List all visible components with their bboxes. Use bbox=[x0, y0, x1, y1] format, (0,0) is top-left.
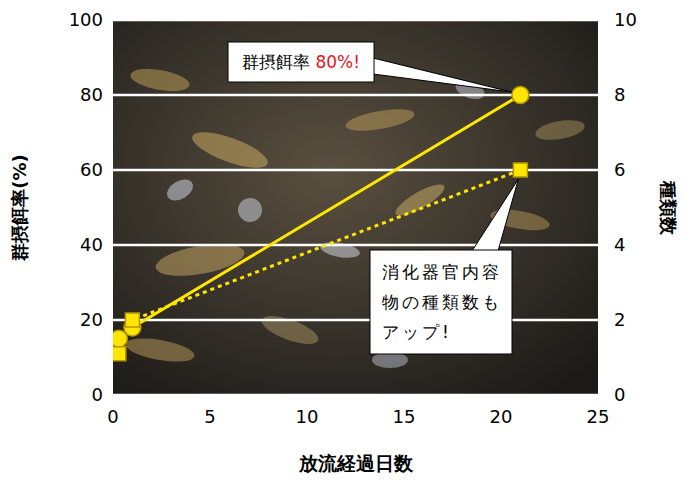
photo-texture bbox=[163, 175, 196, 205]
annotation-line: アップ! bbox=[382, 322, 452, 342]
callout-box bbox=[370, 250, 512, 354]
annotation-text: 消化器官内容物の種類数もアップ! bbox=[382, 262, 502, 342]
photo-texture bbox=[129, 65, 192, 95]
y2-tick-label: 10 bbox=[614, 9, 637, 30]
y2-axis-title: 種類数 bbox=[658, 180, 679, 236]
data-point bbox=[513, 163, 527, 177]
series-line bbox=[119, 170, 521, 354]
callout-tail bbox=[472, 179, 518, 251]
series-line bbox=[119, 95, 521, 339]
y-axis-title: 群摂餌率(%) bbox=[9, 154, 30, 262]
grid-line bbox=[113, 20, 598, 21]
y2-tick-label: 8 bbox=[614, 84, 625, 105]
callout-box bbox=[228, 42, 374, 82]
x-tick-label: 20 bbox=[490, 406, 513, 427]
annotation-line: 消化器官内容 bbox=[382, 262, 502, 282]
grid-line bbox=[113, 394, 598, 395]
callout-tail bbox=[373, 58, 511, 92]
y-tick-label: 0 bbox=[92, 384, 103, 405]
annotation-part: 80%! bbox=[315, 52, 360, 72]
y-tick-label: 80 bbox=[80, 84, 103, 105]
photo bbox=[113, 20, 598, 395]
x-tick-label: 5 bbox=[204, 406, 215, 427]
callout: 消化器官内容物の種類数もアップ! bbox=[370, 179, 518, 354]
y-tick-label: 40 bbox=[80, 234, 103, 255]
photo-texture bbox=[124, 334, 196, 366]
x-tick-label: 25 bbox=[587, 406, 610, 427]
marker-layer bbox=[113, 87, 529, 361]
data-point bbox=[512, 87, 529, 104]
y-tick-label: 20 bbox=[80, 309, 103, 330]
photo-ground bbox=[113, 20, 598, 395]
photo-texture bbox=[319, 240, 361, 261]
data-point bbox=[113, 347, 126, 361]
y2-tick-label: 4 bbox=[614, 234, 625, 255]
y-tick-label: 100 bbox=[69, 9, 103, 30]
y2-tick-label: 2 bbox=[614, 309, 625, 330]
x-tick-label: 0 bbox=[107, 406, 118, 427]
annotation-text: 群摂餌率 80%! bbox=[242, 52, 360, 72]
photo-texture bbox=[534, 117, 586, 143]
data-layer bbox=[119, 95, 521, 354]
data-point bbox=[125, 313, 139, 327]
callout: 群摂餌率 80%! bbox=[228, 42, 511, 92]
photo-texture bbox=[392, 179, 448, 221]
x-tick-label: 10 bbox=[296, 406, 319, 427]
photo-texture bbox=[258, 310, 321, 349]
photo-texture bbox=[188, 125, 271, 175]
photo-texture bbox=[344, 105, 416, 135]
grid-line bbox=[113, 244, 598, 247]
y2-tick-label: 6 bbox=[614, 159, 625, 180]
photo-texture bbox=[235, 195, 266, 226]
chart: 02040608010002468100510152025放流経過日数群摂餌率(… bbox=[0, 0, 687, 485]
grid-line bbox=[113, 319, 598, 322]
annotation-line: 物の種類数も bbox=[382, 292, 502, 312]
annotations: 群摂餌率 80%! 消化器官内容物の種類数もアップ! bbox=[228, 42, 518, 354]
x-axis-title: 放流経過日数 bbox=[298, 452, 414, 474]
y-tick-label: 60 bbox=[80, 159, 103, 180]
x-tick-label: 15 bbox=[393, 406, 416, 427]
y2-tick-label: 0 bbox=[614, 384, 625, 405]
annotation-part: 群摂餌率 bbox=[242, 52, 315, 72]
